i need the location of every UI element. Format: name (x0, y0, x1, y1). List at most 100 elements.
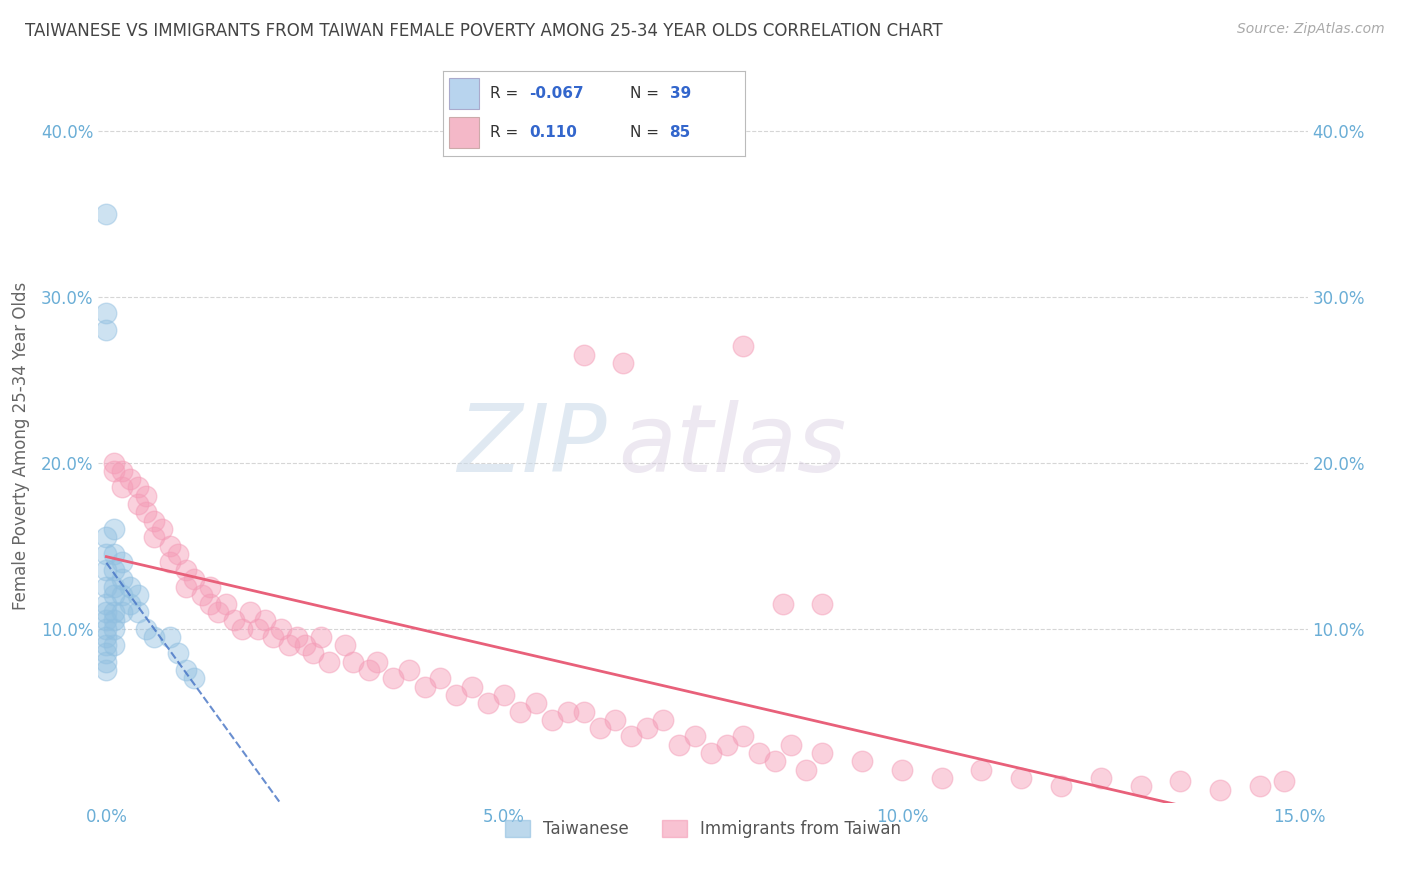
Point (96, 630, 118, 644)
Point (1209, 782, 1232, 797)
Point (103, 564, 125, 578)
Point (731, 339, 754, 353)
Point (103, 605, 125, 619)
Point (620, 730, 643, 744)
Text: TAIWANESE VS IMMIGRANTS FROM TAIWAN FEMALE POVERTY AMONG 25-34 YEAR OLDS CORRELA: TAIWANESE VS IMMIGRANTS FROM TAIWAN FEMA… (25, 22, 943, 40)
Point (318, 655, 340, 669)
Point (779, 738, 801, 752)
Point (342, 655, 364, 669)
Point (207, 605, 229, 619)
Point (1249, 779, 1271, 793)
Point (96, 622, 118, 636)
Point (811, 597, 834, 611)
Point (231, 622, 253, 636)
Point (1272, 774, 1295, 789)
Point (111, 555, 134, 569)
Point (477, 696, 499, 710)
Point (167, 547, 190, 561)
Text: Source: ZipAtlas.com: Source: ZipAtlas.com (1237, 22, 1385, 37)
Point (652, 713, 675, 727)
Point (239, 605, 262, 619)
Point (120, 597, 142, 611)
FancyBboxPatch shape (449, 78, 479, 109)
Point (572, 348, 595, 362)
Point (572, 705, 595, 719)
Point (191, 588, 214, 602)
Point (96, 613, 118, 627)
Point (103, 547, 125, 561)
Point (1050, 779, 1073, 793)
Point (167, 647, 190, 661)
Point (605, 713, 627, 727)
Point (96, 323, 118, 337)
Point (120, 580, 142, 594)
Point (143, 530, 166, 544)
Point (103, 638, 125, 652)
Point (127, 481, 149, 495)
Point (557, 705, 579, 719)
Point (446, 688, 468, 702)
Point (127, 605, 149, 619)
Text: R =: R = (489, 86, 523, 101)
Point (103, 456, 125, 470)
Point (398, 663, 420, 677)
Point (103, 588, 125, 602)
Point (96, 580, 118, 594)
Point (120, 472, 142, 486)
Point (103, 522, 125, 536)
Point (103, 580, 125, 594)
Point (96, 547, 118, 561)
Point (668, 738, 690, 752)
Point (509, 705, 531, 719)
Point (111, 605, 134, 619)
Point (111, 588, 134, 602)
Point (127, 588, 149, 602)
Text: N =: N = (630, 86, 664, 101)
Text: -0.067: -0.067 (529, 86, 583, 101)
Point (278, 638, 301, 652)
Text: atlas: atlas (619, 401, 846, 491)
Point (246, 622, 269, 636)
Point (96, 306, 118, 320)
Point (612, 356, 634, 370)
Point (262, 630, 284, 644)
Point (716, 738, 738, 752)
Point (461, 680, 484, 694)
Point (366, 655, 388, 669)
Point (683, 730, 706, 744)
Point (1010, 771, 1032, 785)
Point (96, 207, 118, 221)
Point (111, 481, 134, 495)
Point (796, 763, 818, 777)
Point (183, 671, 205, 685)
Point (811, 746, 834, 760)
Text: 0.110: 0.110 (529, 125, 576, 140)
Point (381, 671, 404, 685)
Point (254, 613, 277, 627)
Legend: Taiwanese, Immigrants from Taiwan: Taiwanese, Immigrants from Taiwan (498, 813, 908, 845)
Point (890, 763, 912, 777)
Point (763, 754, 786, 768)
Point (309, 630, 332, 644)
Point (1090, 771, 1112, 785)
Text: 85: 85 (669, 125, 690, 140)
Point (215, 597, 238, 611)
Point (96, 655, 118, 669)
Point (748, 746, 770, 760)
Point (135, 489, 157, 503)
Point (494, 688, 516, 702)
Point (429, 671, 451, 685)
Text: N =: N = (630, 125, 664, 140)
Text: 39: 39 (669, 86, 690, 101)
Y-axis label: Female Poverty Among 25-34 Year Olds: Female Poverty Among 25-34 Year Olds (11, 282, 30, 610)
Point (588, 721, 610, 735)
Point (413, 680, 436, 694)
Point (772, 597, 794, 611)
Point (103, 613, 125, 627)
Point (159, 630, 181, 644)
Point (198, 580, 221, 594)
Point (174, 663, 197, 677)
Point (970, 763, 993, 777)
Point (143, 514, 166, 528)
Text: ZIP: ZIP (457, 401, 606, 491)
